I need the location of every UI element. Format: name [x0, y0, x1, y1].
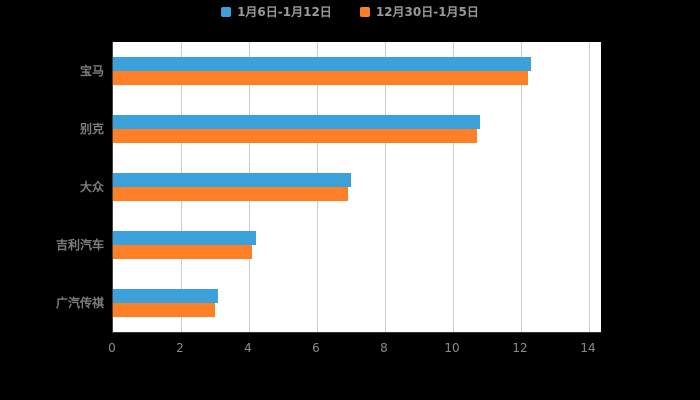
y-axis-label: 大众 [79, 180, 104, 194]
bar-吉利汽车-1月6日-1月12日[interactable] [113, 231, 256, 245]
x-axis-tick-label: 14 [580, 341, 596, 355]
gridline [453, 42, 454, 332]
legend-marker-orange-icon [359, 7, 370, 17]
plot-area [112, 42, 601, 333]
legend-marker-blue-icon [221, 7, 232, 17]
legend: 1月6日-1月12日 12月30日-1月5日 [0, 6, 700, 18]
gridline [521, 42, 522, 332]
bar-别克-1月6日-1月12日[interactable] [113, 115, 480, 129]
legend-label-series-2: 12月30日-1月5日 [375, 5, 479, 19]
legend-item-series-2[interactable]: 12月30日-1月5日 [359, 5, 479, 19]
bar-广汽传祺-1月6日-1月12日[interactable] [113, 289, 218, 303]
x-axis-tick-label: 12 [512, 341, 528, 355]
x-axis-tick-label: 10 [444, 341, 460, 355]
x-axis-tick-label: 4 [244, 341, 252, 355]
y-axis-label: 广汽传祺 [55, 296, 104, 310]
x-axis-tick-label: 6 [312, 341, 320, 355]
legend-label-series-1: 1月6日-1月12日 [237, 5, 332, 19]
bar-宝马-12月30日-1月5日[interactable] [113, 71, 528, 85]
bar-广汽传祺-12月30日-1月5日[interactable] [113, 303, 215, 317]
bar-大众-1月6日-1月12日[interactable] [113, 173, 351, 187]
legend-item-series-1[interactable]: 1月6日-1月12日 [221, 6, 332, 18]
y-axis-label: 别克 [79, 122, 104, 136]
x-axis-tick-label: 8 [380, 341, 388, 355]
gridline [589, 42, 590, 332]
x-axis-tick-label: 0 [108, 341, 116, 355]
bar-宝马-1月6日-1月12日[interactable] [113, 57, 531, 71]
bar-别克-12月30日-1月5日[interactable] [113, 129, 477, 143]
gridline [385, 42, 386, 332]
y-axis-label: 吉利汽车 [55, 238, 104, 252]
y-axis-label: 宝马 [79, 64, 104, 78]
x-axis-tick-label: 2 [176, 341, 184, 355]
bar-吉利汽车-12月30日-1月5日[interactable] [113, 245, 252, 259]
bar-大众-12月30日-1月5日[interactable] [113, 187, 348, 201]
